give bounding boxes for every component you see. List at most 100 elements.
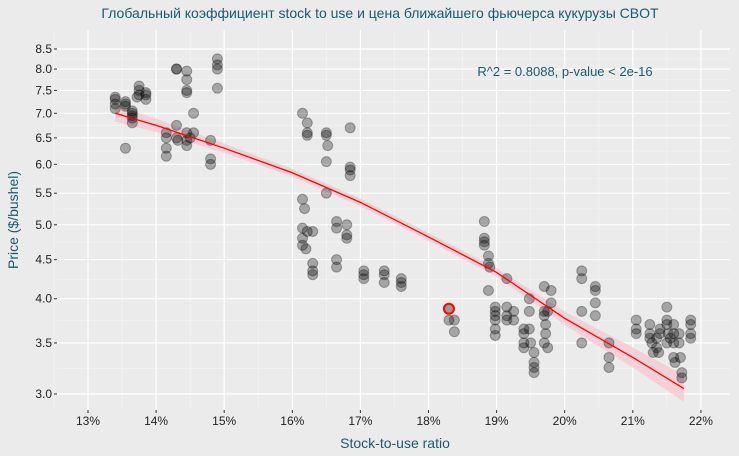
data-point <box>395 280 407 292</box>
data-point <box>545 285 557 297</box>
y-tick-label: 6.5 <box>35 131 52 145</box>
data-point <box>685 319 697 331</box>
data-point <box>307 225 319 237</box>
data-point <box>676 367 688 379</box>
data-point <box>644 332 656 344</box>
data-point <box>676 372 688 384</box>
data-point <box>171 63 183 75</box>
data-point <box>668 328 680 340</box>
data-point <box>140 93 152 105</box>
data-point <box>205 153 217 165</box>
data-point <box>300 243 312 255</box>
data-point <box>528 361 540 373</box>
data-point <box>501 301 513 313</box>
data-point <box>133 84 145 96</box>
data-point <box>341 232 353 244</box>
data-point <box>489 329 501 341</box>
data-point <box>109 103 121 115</box>
r2-annotation: R^2 = 0.8088, p-value < 2e-16 <box>477 64 652 79</box>
data-point <box>508 314 520 326</box>
data-point <box>119 98 131 110</box>
chart-title: Глобальный коэффициент stock to use и це… <box>101 5 659 21</box>
data-point <box>320 127 332 139</box>
data-point <box>528 367 540 379</box>
data-point <box>344 170 356 182</box>
data-point <box>589 297 601 309</box>
y-tick-label: 3.0 <box>35 387 52 401</box>
data-point <box>448 314 460 326</box>
data-point <box>320 156 332 168</box>
data-point <box>654 323 666 335</box>
y-tick-label: 6.0 <box>35 157 52 171</box>
data-point <box>119 100 131 112</box>
data-point <box>341 219 353 231</box>
data-point <box>668 319 680 331</box>
data-point <box>669 356 681 368</box>
data-point <box>489 301 501 313</box>
data-point <box>542 342 554 354</box>
data-point <box>378 277 390 289</box>
data-point <box>651 332 663 344</box>
data-point <box>651 342 663 354</box>
data-point <box>307 269 319 281</box>
data-point <box>301 127 313 139</box>
confidence-band-area <box>115 105 684 402</box>
data-point <box>160 142 172 154</box>
data-point <box>523 323 535 335</box>
x-tick-label: 22% <box>689 414 713 428</box>
data-point <box>301 129 313 141</box>
data-point <box>674 351 686 363</box>
data-point <box>685 328 697 340</box>
data-point <box>540 319 552 331</box>
data-point <box>668 351 680 363</box>
data-point <box>307 265 319 277</box>
data-point <box>501 314 513 326</box>
data-point <box>378 269 390 281</box>
data-point <box>644 328 656 340</box>
x-tick-label: 21% <box>621 414 645 428</box>
data-point <box>525 337 537 349</box>
y-tick-label: 4.0 <box>35 292 52 306</box>
data-point <box>131 91 143 103</box>
data-point <box>589 280 601 292</box>
y-axis-ticks: 3.0 3.5 4.0 4.5 5.0 5.5 6.0 6.5 7.0 7.5 8.0 8.5 <box>35 42 57 401</box>
data-point <box>140 89 152 101</box>
y-tick-label: 8.5 <box>35 42 52 56</box>
data-point <box>344 164 356 176</box>
data-point <box>358 269 370 281</box>
data-point <box>331 261 343 273</box>
y-tick-label: 7.0 <box>35 106 52 120</box>
data-point <box>661 337 673 349</box>
data-point <box>301 225 313 237</box>
y-tick-label: 7.5 <box>35 83 52 97</box>
data-point <box>205 158 217 170</box>
data-point <box>344 161 356 173</box>
data-point <box>320 129 332 141</box>
data-point <box>299 203 311 215</box>
data-point <box>344 122 356 134</box>
confidence-band <box>115 105 684 402</box>
data-point <box>653 347 665 359</box>
x-tick-label: 19% <box>485 414 509 428</box>
x-tick-label: 15% <box>212 414 236 428</box>
data-point <box>673 328 685 340</box>
data-point <box>518 323 530 335</box>
highlighted-point <box>442 302 455 315</box>
data-point <box>160 150 172 162</box>
data-point <box>181 140 193 152</box>
data-point <box>482 250 494 262</box>
data-point <box>126 105 138 117</box>
data-point <box>523 305 535 317</box>
data-point <box>662 328 674 340</box>
data-point <box>482 285 494 297</box>
data-point <box>518 337 530 349</box>
data-point <box>331 215 343 227</box>
data-point <box>341 229 353 241</box>
data-point <box>211 63 223 75</box>
data-point <box>501 310 513 322</box>
data-point <box>545 297 557 309</box>
data-point <box>160 132 172 144</box>
data-point <box>322 140 334 152</box>
data-point <box>540 328 552 340</box>
